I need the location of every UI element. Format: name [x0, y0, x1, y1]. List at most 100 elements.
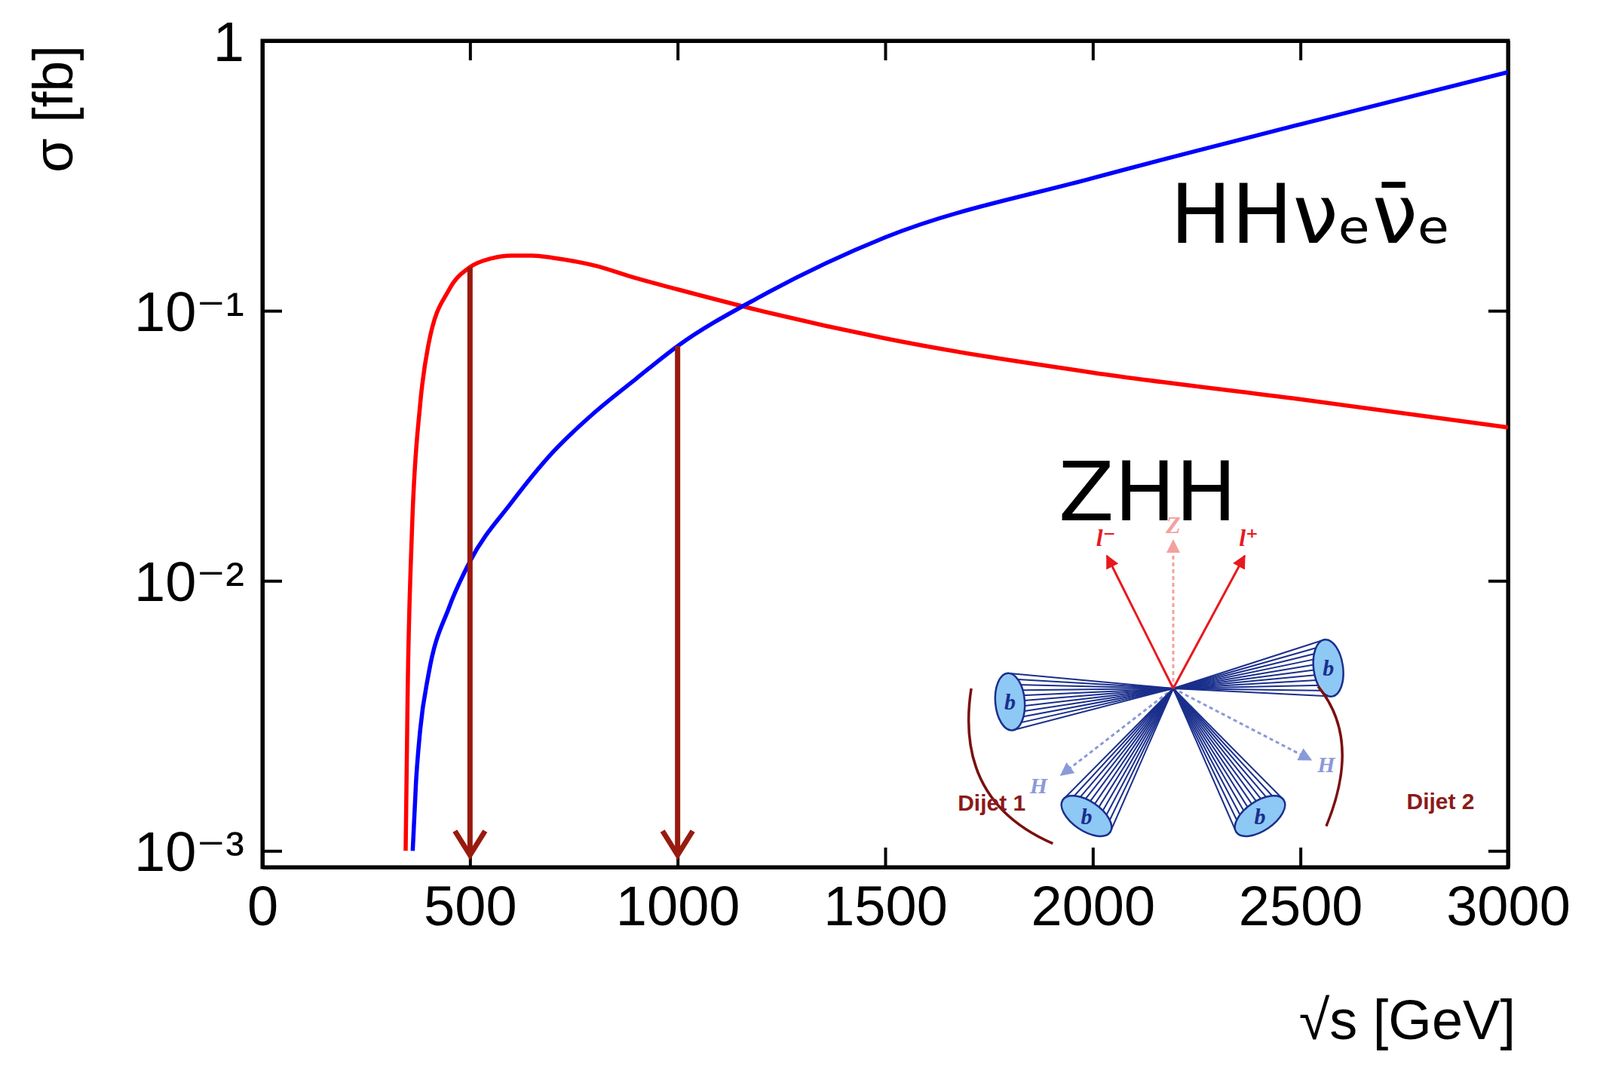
tick [1092, 40, 1094, 61]
z-label: Z [1164, 511, 1181, 539]
tick-mark [676, 40, 680, 61]
jet-line [1173, 685, 1331, 689]
x-axis-title: √s [GeV] [1299, 988, 1516, 1052]
jet-line [1105, 688, 1174, 829]
y-axis-title: σ [fb] [21, 45, 85, 173]
jet-line [1173, 688, 1237, 832]
tick-mark [884, 847, 888, 868]
chart: 0 500 1000 1500 2000 2500 3000 10⁻³ 10⁻² 10⁻¹ 1 √s … [0, 0, 1600, 1067]
lepton-arrow [1106, 555, 1174, 689]
tick: 10⁻² [134, 550, 282, 614]
tick-mark [262, 309, 282, 313]
jet-line [1173, 688, 1246, 826]
tick [469, 40, 471, 61]
z-arrow [1172, 540, 1175, 689]
jet-line [1173, 688, 1256, 819]
tick-label: 0 [247, 874, 279, 938]
tick-mark [1299, 40, 1303, 61]
tick [262, 40, 264, 61]
jet-line [1173, 688, 1242, 829]
tick-label: 1000 [616, 874, 741, 938]
series-line [405, 255, 1509, 851]
tick-mark [1488, 39, 1509, 43]
jet-line [1072, 688, 1174, 807]
tick: 2000 [1031, 847, 1156, 938]
tick-mark [1488, 579, 1509, 583]
tick-label: 3000 [1446, 874, 1571, 938]
lepton-label: l⁺ [1238, 524, 1259, 552]
b-jet: b [1054, 688, 1174, 845]
jet-line [1009, 688, 1174, 696]
series-label: HHνₑν̄ₑ [1170, 167, 1452, 262]
tick-mark [468, 40, 473, 61]
y-axis-right [1488, 41, 1509, 868]
tick-mark [1488, 309, 1509, 313]
jet-line [1173, 688, 1279, 804]
jet-line [1007, 673, 1174, 689]
tick-mark [262, 849, 282, 853]
jet-line [1010, 688, 1174, 708]
arrow [674, 346, 681, 853]
tick-mark [262, 579, 282, 583]
jet-line [1091, 688, 1174, 819]
jet-line [1173, 688, 1333, 697]
series-label: ZHH [1058, 444, 1237, 540]
higgs-label: H [1029, 772, 1049, 798]
axis-line [260, 41, 265, 868]
jet-line [1173, 688, 1275, 807]
series-line [412, 72, 1509, 852]
plot-frame [262, 40, 1509, 868]
tick: 10⁻³ [134, 820, 282, 883]
x-axis: 0 500 1000 1500 2000 2500 3000 [247, 847, 1571, 938]
tick [885, 40, 886, 61]
b-label: b [1080, 803, 1092, 829]
tick-label: 1500 [823, 874, 948, 938]
lepton-label: l⁻ [1096, 524, 1116, 552]
arrow-head [662, 830, 693, 856]
tick-mark [1091, 40, 1095, 61]
jet-line [1173, 688, 1270, 810]
y-axis: 10⁻³ 10⁻² 10⁻¹ 1 [134, 10, 282, 883]
dijet-arc [1318, 686, 1343, 826]
jet-line [1076, 688, 1174, 810]
tick: 2500 [1238, 847, 1364, 938]
jet-cap [993, 671, 1027, 732]
tick-label: 1 [213, 10, 245, 74]
tick-label: 10⁻² [134, 550, 245, 614]
tick-mark [1091, 847, 1095, 868]
b-label: b [1004, 689, 1016, 715]
tick: 500 [423, 847, 517, 938]
arrow-head [454, 830, 485, 856]
tick [1488, 310, 1509, 312]
tick-mark [1488, 849, 1509, 853]
jet-line [1173, 650, 1327, 689]
tick-label: 2500 [1238, 874, 1364, 938]
tick [677, 40, 679, 61]
b-label: b [1322, 655, 1334, 681]
arrow [467, 266, 473, 853]
jet-line [1173, 688, 1251, 823]
tick: 10⁻¹ [134, 280, 282, 344]
tick-mark [1299, 847, 1303, 868]
tick: 1000 [616, 847, 741, 938]
plot-area [405, 72, 1509, 856]
tick [1488, 580, 1509, 582]
tick [1488, 40, 1509, 42]
lepton-arrow [1173, 555, 1245, 689]
jet-cap [1309, 637, 1347, 699]
tick-label: 10⁻³ [134, 820, 245, 883]
tick-label: 500 [423, 874, 517, 938]
jet-line [1173, 679, 1331, 689]
b-jet: b [1173, 688, 1292, 845]
tick-mark [261, 40, 265, 61]
tick-mark [884, 40, 888, 61]
jet-line [1173, 688, 1260, 816]
dijet-arc [968, 688, 1054, 844]
jet-line [1081, 688, 1174, 813]
x-axis-top [263, 40, 1509, 61]
jet-line [1067, 688, 1174, 804]
axis-line [1506, 41, 1511, 868]
tick-label: 10⁻¹ [134, 280, 245, 344]
jet-line [1063, 688, 1174, 800]
tick: 1500 [823, 847, 948, 938]
